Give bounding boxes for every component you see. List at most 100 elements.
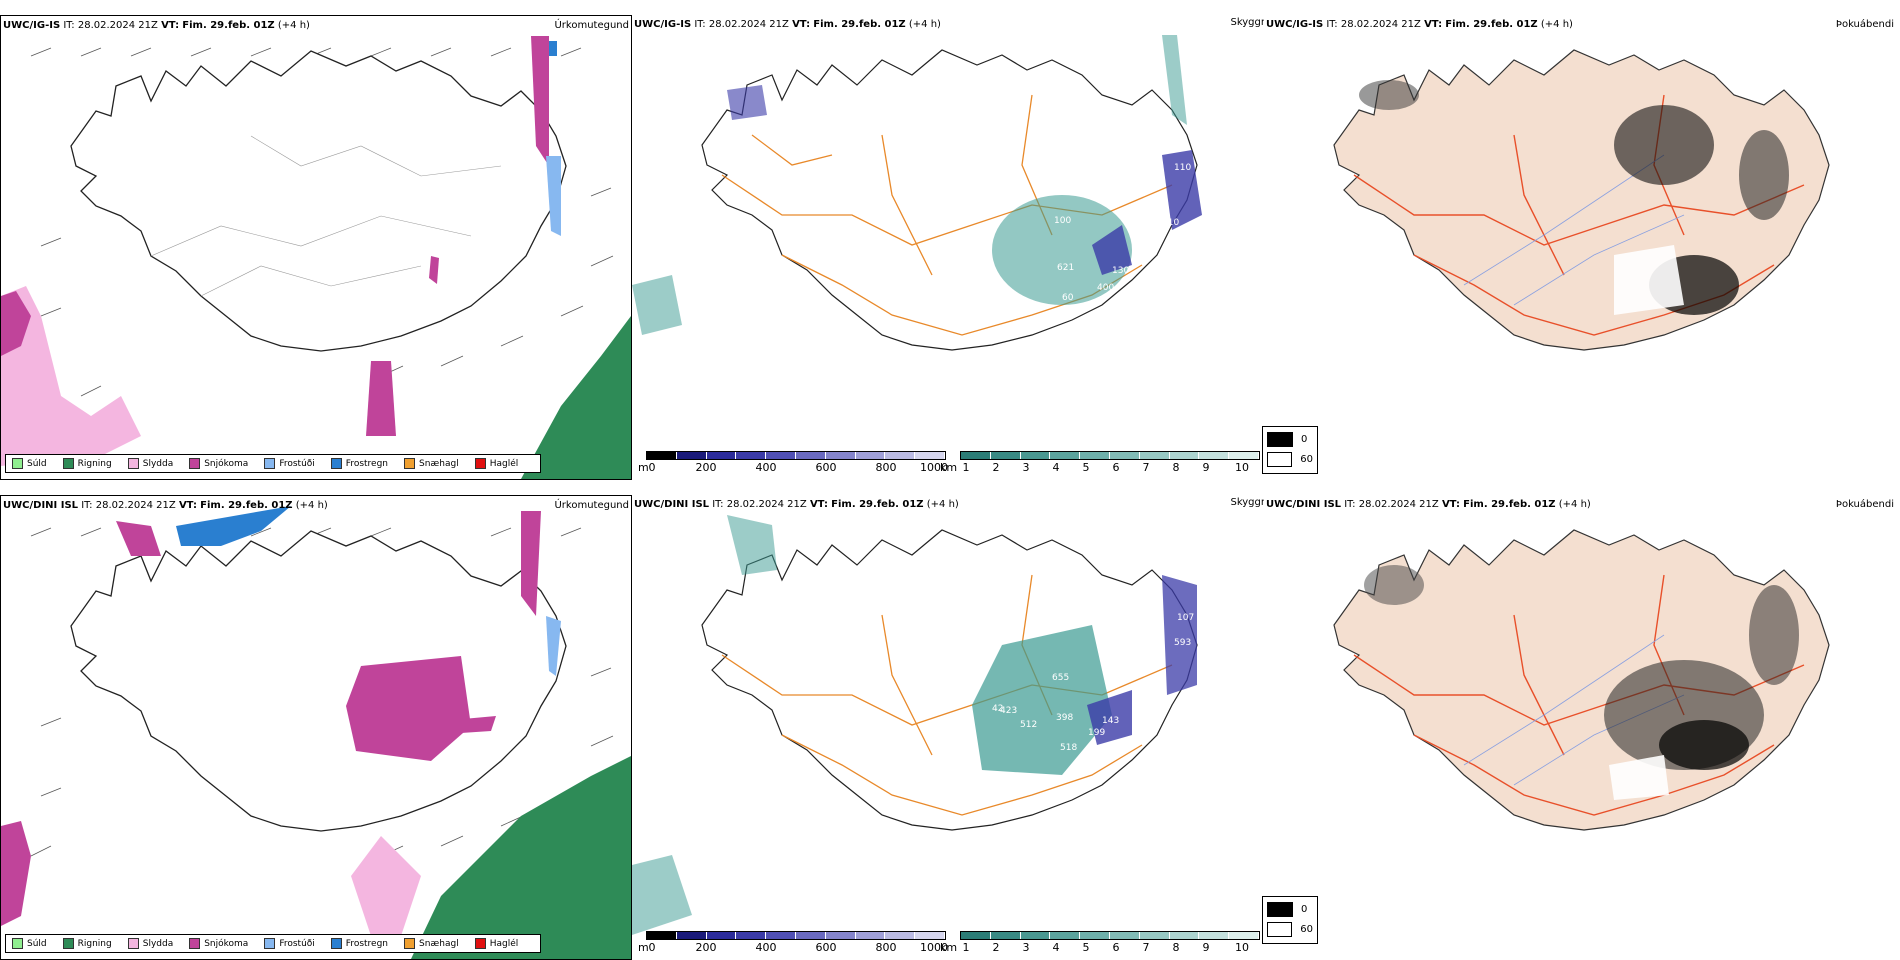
- title-precip: Úrkomutegund: [554, 500, 629, 511]
- fog-legend-row: 0: [1267, 902, 1313, 917]
- scale-tick: 6: [1112, 941, 1120, 954]
- scale-unit-m: m: [638, 941, 649, 954]
- valid-time: Fim. 29.feb. 01Z: [1445, 19, 1538, 30]
- fog-legend-row: 60: [1267, 452, 1313, 467]
- km-scale: km 1 2 3 4 5 6 7 8 9 10: [940, 931, 1260, 954]
- fog-legend: 0 60: [1262, 426, 1318, 474]
- vis-label: 518: [1060, 743, 1077, 753]
- legend-item-rigning: Rigning: [62, 938, 112, 949]
- model-name: UWC/IG-IS: [634, 19, 692, 30]
- scale-tick: 3: [1022, 461, 1030, 474]
- scale-tick: 8: [1172, 941, 1180, 954]
- valid-time: Fim. 29.feb. 01Z: [182, 20, 275, 31]
- precip-legend: Súld Rigning Slydda Snjókoma Frostúði Fr…: [5, 934, 542, 953]
- height-scale: m 0 200 400 600 800 1000: [638, 931, 948, 954]
- header-precip-dini: UWC/DINI ISL IT: 28.02.2024 21Z VT: Fim.…: [3, 500, 328, 511]
- legend-item-haglel: Haglél: [474, 458, 518, 469]
- scale-tick: 800: [875, 461, 897, 474]
- legend-item-sudl: Súld: [12, 458, 47, 469]
- legend-item-slydda: Slydda: [127, 938, 173, 949]
- init-time: 28.02.2024 21Z: [95, 500, 176, 511]
- it-label: IT:: [63, 20, 75, 31]
- precip-map-dini: [1, 506, 631, 959]
- scale-tick: 600: [815, 941, 837, 954]
- lead-time: (+4 h): [908, 19, 941, 30]
- it-label: IT:: [694, 19, 706, 30]
- legend-item-frostudi: Frostúði: [264, 938, 315, 949]
- header-fog-ig: UWC/IG-IS IT: 28.02.2024 21Z VT: Fim. 29…: [1266, 19, 1573, 30]
- title-precip: Úrkomutegund: [554, 20, 629, 31]
- fog-panel-ig: UWC/IG-IS IT: 28.02.2024 21Z VT: Fim. 29…: [1262, 15, 1896, 480]
- scale-tick: 6: [1112, 461, 1120, 474]
- title-visibility: Skyggni: [1230, 17, 1270, 28]
- scale-tick: 7: [1142, 941, 1150, 954]
- vis-label: 400: [1097, 283, 1114, 293]
- visibility-panel-ig: 110 100 621 130 60 510 400 UWC/IG-IS IT:…: [632, 15, 1270, 480]
- scale-tick: 3: [1022, 941, 1030, 954]
- vis-label: 42: [992, 704, 1003, 714]
- legend-item-rigning: Rigning: [62, 458, 112, 469]
- lead-time: (+4 h): [1558, 499, 1591, 510]
- scale-tick: 8: [1172, 461, 1180, 474]
- scale-tick: 1: [962, 461, 970, 474]
- valid-time: Fim. 29.feb. 01Z: [200, 500, 293, 511]
- legend-item-frostudi: Frostúði: [264, 458, 315, 469]
- header-visibility-dini: UWC/DINI ISL IT: 28.02.2024 21Z VT: Fim.…: [634, 499, 959, 510]
- scale-tick: 200: [695, 461, 717, 474]
- fog-map-dini: [1333, 529, 1830, 831]
- scale-tick: 200: [695, 941, 717, 954]
- valid-time: Fim. 29.feb. 01Z: [813, 19, 906, 30]
- visibility-map-dini: 655 423 512 398 143 199 518 42 107 593: [632, 515, 1198, 935]
- model-name: UWC/IG-IS: [3, 20, 61, 31]
- vt-label: VT:: [178, 500, 197, 511]
- vis-label: 621: [1057, 263, 1074, 273]
- vt-label: VT:: [1424, 19, 1443, 30]
- precip-map-ig: [1, 36, 631, 479]
- precip-legend: Súld Rigning Slydda Snjókoma Frostúði Fr…: [5, 454, 542, 473]
- vis-label: 510: [1162, 218, 1179, 228]
- scale-tick: 1: [962, 941, 970, 954]
- vis-label: 593: [1174, 638, 1191, 648]
- init-time: 28.02.2024 21Z: [726, 499, 807, 510]
- vis-label: 130: [1112, 266, 1129, 276]
- it-label: IT:: [1344, 499, 1356, 510]
- legend-item-slydda: Slydda: [127, 458, 173, 469]
- it-label: IT:: [712, 499, 724, 510]
- lead-time: (+4 h): [295, 500, 328, 511]
- scale-tick: 9: [1202, 461, 1210, 474]
- valid-time: Fim. 29.feb. 01Z: [1463, 499, 1556, 510]
- model-name: UWC/DINI ISL: [634, 499, 710, 510]
- init-time: 28.02.2024 21Z: [1358, 499, 1439, 510]
- init-time: 28.02.2024 21Z: [708, 19, 789, 30]
- vis-label: 110: [1174, 163, 1191, 173]
- vis-label: 423: [1000, 706, 1017, 716]
- fog-map-ig: [1333, 49, 1830, 351]
- fog-legend-row: 60: [1267, 922, 1313, 937]
- scale-tick: 5: [1082, 941, 1090, 954]
- height-scale: m 0 200 400 600 800 1000: [638, 451, 948, 474]
- scale-tick: 4: [1052, 941, 1060, 954]
- scale-tick: 2: [992, 941, 1000, 954]
- title-fog: Þokuábendi: [1835, 19, 1894, 30]
- scale-tick: 10: [1235, 941, 1249, 954]
- scale-tick: 9: [1202, 941, 1210, 954]
- legend-item-haglel: Haglél: [474, 938, 518, 949]
- valid-time: Fim. 29.feb. 01Z: [831, 499, 924, 510]
- scale-tick: 5: [1082, 461, 1090, 474]
- legend-item-frostregn: Frostregn: [330, 458, 388, 469]
- model-name: UWC/DINI ISL: [3, 500, 79, 511]
- vt-label: VT:: [792, 19, 811, 30]
- vt-label: VT:: [1441, 499, 1460, 510]
- vis-label: 60: [1062, 293, 1074, 303]
- header-fog-dini: UWC/DINI ISL IT: 28.02.2024 21Z VT: Fim.…: [1266, 499, 1591, 510]
- legend-item-snaehagl: Snæhagl: [404, 938, 459, 949]
- lead-time: (+4 h): [1540, 19, 1573, 30]
- legend-item-frostregn: Frostregn: [330, 938, 388, 949]
- title-visibility: Skyggni: [1230, 497, 1270, 508]
- scale-tick: 400: [755, 461, 777, 474]
- vis-label: 199: [1088, 728, 1105, 738]
- scale-tick: 0: [648, 941, 656, 954]
- km-scale: km 1 2 3 4 5 6 7 8 9 10: [940, 451, 1260, 474]
- model-name: UWC/IG-IS: [1266, 19, 1324, 30]
- legend-item-snjokoma: Snjókoma: [189, 458, 248, 469]
